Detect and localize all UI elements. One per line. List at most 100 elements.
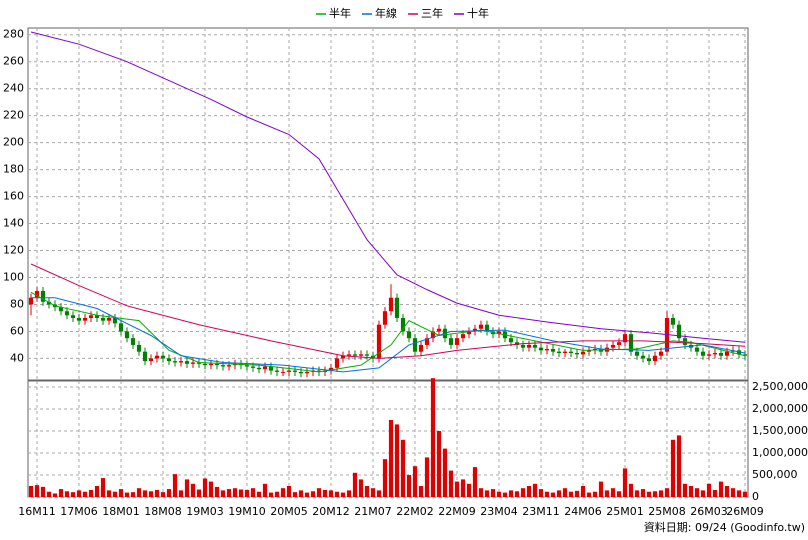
candle-body — [178, 361, 184, 363]
candle-body — [412, 338, 418, 352]
legend-label: 三年 — [421, 6, 443, 20]
y-tick-label: 140 — [3, 217, 24, 230]
candle-body — [58, 307, 64, 312]
volume-bar — [454, 481, 460, 497]
candle-body — [484, 324, 490, 332]
candle-body — [718, 353, 724, 356]
y-tick-label: 160 — [3, 190, 24, 203]
volume-bar — [742, 491, 748, 497]
candle-body — [616, 342, 622, 345]
y-tick-label: 120 — [3, 244, 24, 257]
volume-bar — [52, 493, 58, 497]
volume-bar — [64, 491, 70, 497]
volume-bar — [586, 492, 592, 497]
x-tick-label: 18M08 — [144, 505, 182, 518]
volume-bar — [298, 490, 304, 497]
candle-body — [640, 355, 646, 359]
volume-bar — [166, 489, 172, 497]
volume-bar — [574, 490, 580, 497]
candle-body — [346, 354, 352, 356]
candle-body — [274, 370, 280, 372]
volume-bar — [334, 491, 340, 497]
volume-bar — [580, 486, 586, 497]
candle-body — [622, 334, 628, 343]
candle-body — [532, 344, 538, 348]
x-tick-label: 22M02 — [396, 505, 434, 518]
volume-bar — [376, 490, 382, 497]
candle-body — [538, 347, 544, 351]
volume-bar — [304, 492, 310, 497]
candle-body — [508, 338, 514, 343]
volume-bar — [430, 378, 436, 497]
y2-tick-label: 500,000 — [752, 468, 798, 481]
candle-body — [46, 301, 52, 305]
volume-bar — [502, 492, 508, 497]
candle-body — [652, 355, 658, 362]
candle-body — [364, 354, 370, 356]
candle-body — [88, 315, 94, 318]
volume-bar — [124, 492, 130, 497]
volume-bar — [226, 489, 232, 497]
candle-body — [334, 358, 340, 368]
candle-body — [256, 367, 262, 370]
x-tick-label: 25M01 — [606, 505, 644, 518]
volume-bar — [418, 486, 424, 497]
candle-body — [382, 311, 388, 325]
ma-line — [30, 31, 746, 343]
y-tick-label: 180 — [3, 163, 24, 176]
volume-bar — [562, 488, 568, 497]
volume-bar — [712, 489, 718, 497]
candle-body — [64, 311, 70, 316]
candle-body — [28, 297, 34, 305]
candle-body — [454, 338, 460, 345]
candle-body — [160, 355, 166, 359]
volume-bar — [238, 489, 244, 497]
volume-bar — [352, 472, 358, 497]
volume-bar — [640, 489, 646, 497]
candle-body — [40, 290, 46, 302]
candle-body — [304, 371, 310, 374]
x-tick-label: 20M12 — [312, 505, 350, 518]
volume-bar — [292, 492, 298, 497]
volume-bar — [694, 488, 700, 497]
volume-bar — [478, 488, 484, 497]
volume-bar — [184, 479, 190, 497]
volume-bar — [106, 490, 112, 497]
volume-bar — [634, 490, 640, 497]
x-tick-label: 24M06 — [564, 505, 602, 518]
candle-body — [202, 363, 208, 366]
y-tick-label: 260 — [3, 55, 24, 68]
volume-bar — [658, 490, 664, 497]
volume-bar — [670, 439, 676, 497]
volume-bar — [604, 490, 610, 497]
volume-bar — [718, 481, 724, 497]
y-tick-label: 240 — [3, 82, 24, 95]
volume-bar — [316, 488, 322, 497]
candle-body — [70, 315, 76, 318]
volume-bar — [94, 486, 100, 497]
candle-body — [670, 317, 676, 325]
volume-bar — [496, 491, 502, 497]
volume-bar — [652, 491, 658, 497]
volume-bar — [130, 492, 136, 497]
volume-bar — [550, 492, 556, 497]
volume-bar — [700, 490, 706, 497]
candle-body — [316, 370, 322, 372]
candle-body — [676, 324, 682, 339]
volume-bar — [706, 483, 712, 497]
volume-bar — [280, 488, 286, 497]
candle-body — [124, 331, 130, 339]
volume-bar — [436, 431, 442, 497]
volume-bar — [46, 491, 52, 497]
candle-body — [328, 367, 334, 371]
candle-body — [94, 315, 100, 318]
candle-body — [706, 354, 712, 356]
candle-body — [514, 342, 520, 345]
y-tick-label: 220 — [3, 109, 24, 122]
x-tick-label: 18M01 — [102, 505, 140, 518]
candle-body — [628, 334, 634, 352]
candle-body — [244, 365, 250, 367]
y2-tick-label: 2,000,000 — [752, 402, 808, 415]
volume-bar — [40, 486, 46, 497]
